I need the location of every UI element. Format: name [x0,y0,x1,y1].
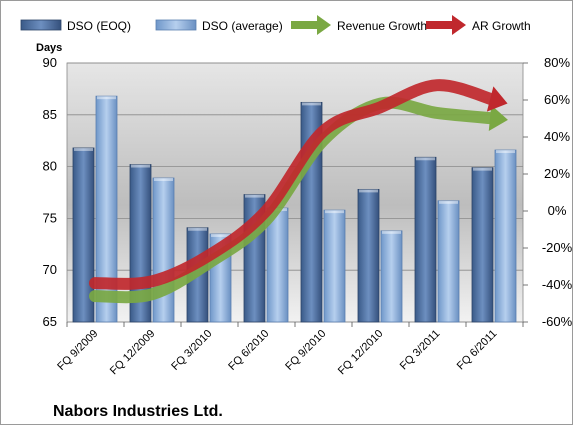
x-tick-label: FQ 9/2009 [55,328,100,373]
legend-label-ar-growth: AR Growth [472,19,531,33]
growth-lines [89,79,508,304]
bar-highlight [382,230,401,234]
bars [72,95,517,323]
bar-dso-average [323,209,346,323]
right-tick-label: 80% [544,55,570,70]
x-tick-label: FQ 6/2011 [455,328,500,373]
bar-highlight [359,189,378,193]
company-label: Nabors Industries Ltd. [53,403,223,420]
bar-highlight [416,157,435,161]
bar-highlight [211,233,230,237]
ar-growth-line [89,79,500,290]
legend-label-dso-average: DSO (average) [202,19,283,33]
legend-arrowhead-revenue-growth [317,15,331,35]
left-tick-label: 75 [43,210,57,225]
right-axis-ticks: -60% -40% -20% 0% 20% 40% 60% 80% [523,55,573,329]
right-tick-label: 0% [548,203,567,218]
x-tick-label: FQ 12/2009 [108,328,158,378]
legend-label-revenue-growth: Revenue Growth [337,19,427,33]
bar-dso-average [95,95,118,323]
ar-growth-arrowhead [486,86,508,112]
legend: DSO (EOQ) DSO (average) Revenue Growth AR G… [20,15,531,35]
bar-highlight [473,167,492,171]
bar-highlight [154,177,173,181]
legend-swatch-dso-eoq [20,19,62,31]
bar-dso-average [152,177,175,323]
x-tick-label: FQ 12/2010 [336,328,386,378]
right-tick-label: 20% [544,166,570,181]
left-tick-label: 70 [43,262,57,277]
x-tick-label: FQ 3/2011 [398,328,443,373]
right-tick-label: 60% [544,92,570,107]
x-tick-label: FQ 9/2010 [283,328,328,373]
right-tick-label: -20% [542,240,573,255]
bar-dso-eoq [414,156,437,323]
left-axis-title: Days [36,42,62,54]
bar-highlight [74,147,93,151]
bar-highlight [245,194,264,198]
x-tick-label: FQ 3/2010 [169,328,214,373]
bar-dso-eoq [471,167,494,323]
bar-highlight [131,164,150,168]
bar-dso-eoq [357,188,380,323]
right-tick-label: -60% [542,314,573,329]
left-tick-label: 85 [43,107,57,122]
left-tick-label: 80 [43,159,57,174]
bar-highlight [302,102,321,106]
bar-highlight [97,96,116,100]
bar-highlight [496,150,515,154]
right-tick-label: -40% [542,277,573,292]
bar-highlight [188,227,207,231]
left-axis-ticks: 65 70 75 80 85 90 [43,55,57,329]
revenue-growth-arrowhead [488,105,508,132]
left-tick-label: 65 [43,314,57,329]
bar-dso-eoq [72,147,95,323]
bar-dso-average [437,200,460,323]
x-axis-ticks: FQ 9/2009 FQ 12/2009 FQ 3/2010 FQ 6/2010 FQ … [55,322,524,378]
legend-arrowhead-ar-growth [452,15,466,35]
bar-dso-average [494,149,517,323]
right-tick-label: 40% [544,129,570,144]
bar-dso-average [380,230,403,323]
bar-highlight [439,200,458,204]
bar-dso-average [266,207,289,323]
bar-highlight [325,210,344,214]
left-tick-label: 90 [43,55,57,70]
legend-swatch-dso-average [155,19,197,31]
legend-label-dso-eoq: DSO (EOQ) [67,19,131,33]
x-tick-label: FQ 6/2010 [226,328,271,373]
